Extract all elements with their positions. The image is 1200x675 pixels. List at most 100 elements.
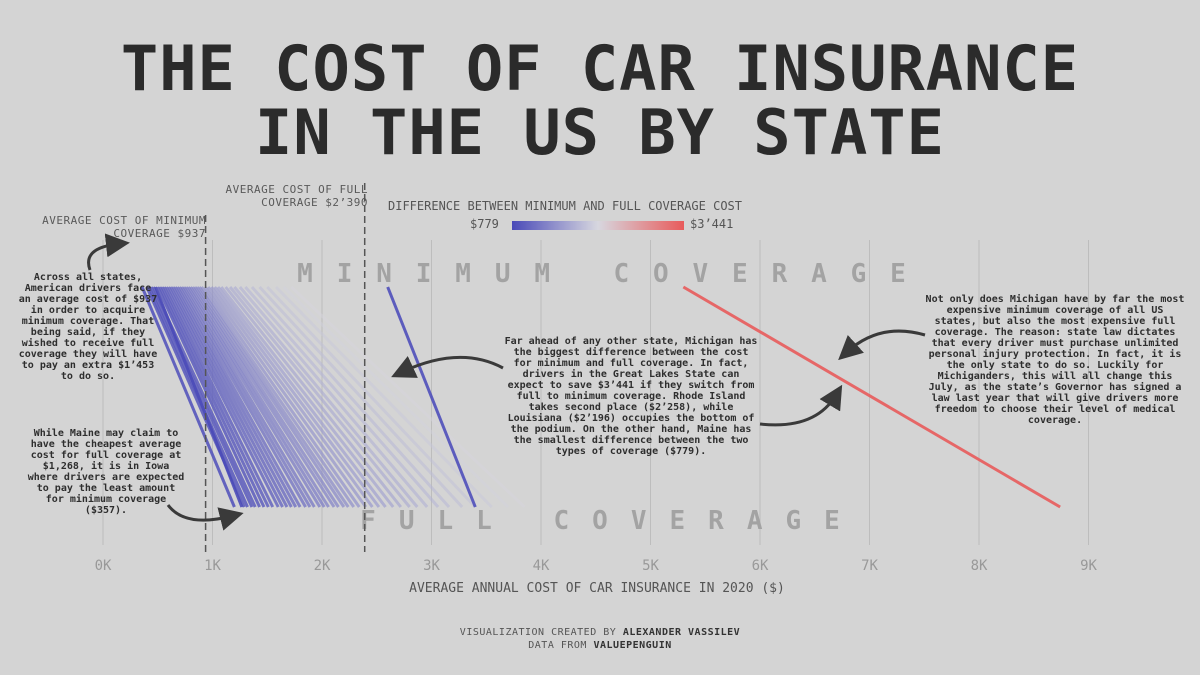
state-slope-line <box>682 285 1061 509</box>
x-tick-label: 3K <box>423 558 440 574</box>
state-slope-line <box>171 286 293 508</box>
svg-text:E: E <box>824 506 840 536</box>
svg-text:A: A <box>811 259 827 289</box>
arrow-left-top <box>87 233 130 271</box>
legend-max-label: $3’441 <box>690 217 734 231</box>
state-slope-line <box>154 286 244 508</box>
state-slope-line <box>386 286 477 508</box>
svg-text:F: F <box>360 506 376 536</box>
annotation-left-bottom: While Maine may claim to have the cheape… <box>27 428 185 516</box>
svg-text:C: C <box>554 506 570 536</box>
state-slope-line <box>203 286 361 508</box>
svg-text:N: N <box>376 259 392 289</box>
x-tick-label: 4K <box>533 558 550 574</box>
arrow-right <box>838 329 926 361</box>
svg-text:M: M <box>297 259 313 289</box>
state-slope-line <box>167 286 284 508</box>
svg-text:E: E <box>732 259 748 289</box>
state-slope-line <box>156 286 261 508</box>
x-tick-label: 9K <box>1080 558 1097 574</box>
svg-text:V: V <box>693 259 709 289</box>
state-slope-line <box>224 286 403 508</box>
x-tick-label: 7K <box>861 558 878 574</box>
state-slope-line <box>213 286 381 508</box>
svg-text:G: G <box>851 259 867 289</box>
state-slope-line <box>169 286 289 508</box>
state-slope-line <box>191 286 336 508</box>
state-slope-line <box>200 286 355 508</box>
annotation-left-top: Across all states, American drivers face… <box>18 272 158 382</box>
state-slope-line <box>178 286 307 508</box>
legend-min-label: $779 <box>470 217 499 231</box>
svg-text:M: M <box>455 259 471 289</box>
svg-text:L: L <box>438 506 454 536</box>
state-slope-line <box>266 285 477 509</box>
state-slope-line <box>198 286 350 508</box>
svg-text:E: E <box>670 506 686 536</box>
state-slope-line <box>140 286 236 508</box>
legend-title: DIFFERENCE BETWEEN MINIMUM AND FULL COVE… <box>388 199 743 213</box>
svg-text:U: U <box>399 506 415 536</box>
state-slope-line <box>184 286 322 508</box>
ref-full-label: AVERAGE COST OF FULL COVERAGE $2’390 <box>225 183 368 209</box>
x-tick-label: 6K <box>752 558 769 574</box>
ref-min-label: AVERAGE COST OF MINIMUM COVERAGE $937 <box>42 214 206 240</box>
svg-text:O: O <box>653 259 669 289</box>
x-tick-label: 2K <box>314 558 331 574</box>
state-slope-line <box>210 286 374 508</box>
state-slope-line <box>162 286 275 508</box>
annotation-arrows <box>87 233 926 531</box>
svg-text:I: I <box>337 259 353 289</box>
svg-text:E: E <box>890 259 906 289</box>
state-slope-line <box>160 286 270 508</box>
state-slope-line <box>282 285 510 509</box>
state-slope-line <box>187 286 326 508</box>
state-slope-line <box>244 286 440 508</box>
state-slope-line <box>238 286 429 508</box>
state-slope-line <box>165 286 280 508</box>
state-slope-line <box>158 286 266 508</box>
credit-line-2: DATA FROM VALUEPENGUIN <box>528 640 672 651</box>
svg-text:I: I <box>416 259 432 289</box>
state-slope-line <box>195 286 346 508</box>
state-slope-line <box>182 286 316 508</box>
svg-text:L: L <box>476 506 492 536</box>
state-slope-line <box>173 286 298 508</box>
arrow-center-right <box>759 384 843 427</box>
annotation-center: Far ahead of any other state, Michigan h… <box>504 336 758 457</box>
state-slope-line <box>180 286 312 508</box>
svg-text:O: O <box>592 506 608 536</box>
state-slope-line <box>149 286 254 508</box>
state-slope-line <box>228 286 411 508</box>
svg-text:R: R <box>708 506 724 536</box>
legend-color-scale <box>512 221 684 230</box>
x-tick-label: 5K <box>642 558 659 574</box>
arrow-center-up <box>391 355 504 378</box>
credit-line-1: VISUALIZATION CREATED BY ALEXANDER VASSI… <box>459 627 741 638</box>
state-slope-line <box>206 286 368 508</box>
state-slope-line <box>193 286 340 508</box>
svg-text:U: U <box>495 259 511 289</box>
x-axis-label: AVERAGE ANNUAL COST OF CAR INSURANCE IN … <box>409 581 785 596</box>
svg-text:C: C <box>613 259 629 289</box>
svg-text:A: A <box>747 506 763 536</box>
page-title-line-1: THE COST OF CAR INSURANCE <box>120 32 1080 105</box>
arrow-left-bottom <box>166 504 244 531</box>
x-tick-label: 1K <box>204 558 221 574</box>
state-slope-line <box>290 285 526 509</box>
state-slope-line <box>233 286 419 508</box>
state-slope-line <box>250 285 451 509</box>
state-slope-line <box>189 286 330 508</box>
state-slope-line <box>274 285 493 509</box>
svg-text:R: R <box>772 259 788 289</box>
state-slope-line <box>258 285 464 509</box>
svg-text:M: M <box>534 259 550 289</box>
state-slope-line <box>176 286 302 508</box>
page-title-line-2: IN THE US BY STATE <box>255 96 945 169</box>
svg-text:G: G <box>786 506 802 536</box>
x-tick-label: 0K <box>95 558 112 574</box>
annotation-right: Not only does Michigan have by far the m… <box>925 294 1185 426</box>
